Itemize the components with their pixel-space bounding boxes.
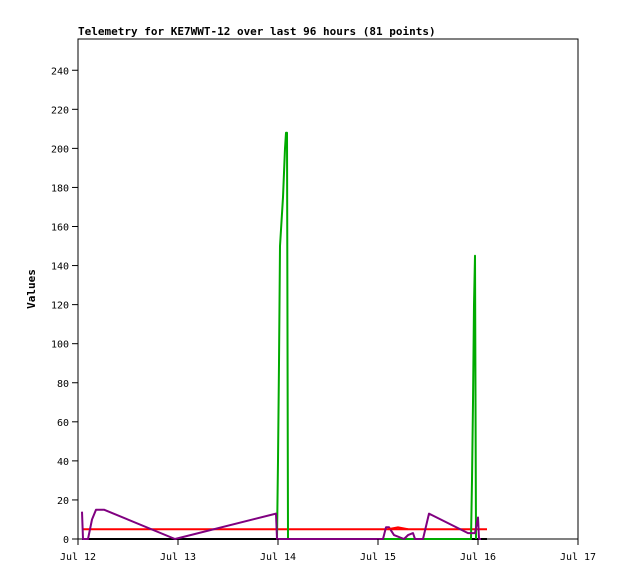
y-tick-label: 60 [57,418,69,429]
y-tick-label: 240 [51,66,69,77]
y-tick-label: 160 [51,223,69,234]
x-tick-label: Jul 12 [60,552,96,563]
x-tick-label: Jul 15 [360,552,396,563]
y-tick-label: 120 [51,301,69,312]
x-axis: Jul 12 Jul 13 Jul 14 Jul 15 Jul 16 Jul 17 [60,539,596,563]
y-tick-label: 200 [51,144,69,155]
y-axis-label: Values [25,269,38,309]
x-tick-label: Jul 17 [560,552,596,563]
plot-area-frame [77,38,579,540]
y-axis: 0 20 40 60 80 100 120 140 160 180 200 220 240 [51,66,78,546]
series-line-5 [387,526,409,531]
y-tick-label: 220 [51,105,69,116]
chart-title: Telemetry for KE7WWT-12 over last 96 hou… [78,25,436,38]
y-tick-label: 140 [51,262,69,273]
y-tick-label: 100 [51,340,69,351]
series-line-4 [81,508,481,540]
y-tick-label: 80 [57,379,69,390]
series-layer [81,131,487,540]
x-tick-label: Jul 14 [260,552,296,563]
y-tick-label: 20 [57,496,69,507]
y-tick-label: 180 [51,183,69,194]
x-tick-label: Jul 13 [160,552,196,563]
series-line-3 [276,131,477,540]
x-tick-label: Jul 16 [460,552,496,563]
y-tick-label: 40 [57,457,69,468]
y-tick-label: 0 [63,535,69,546]
